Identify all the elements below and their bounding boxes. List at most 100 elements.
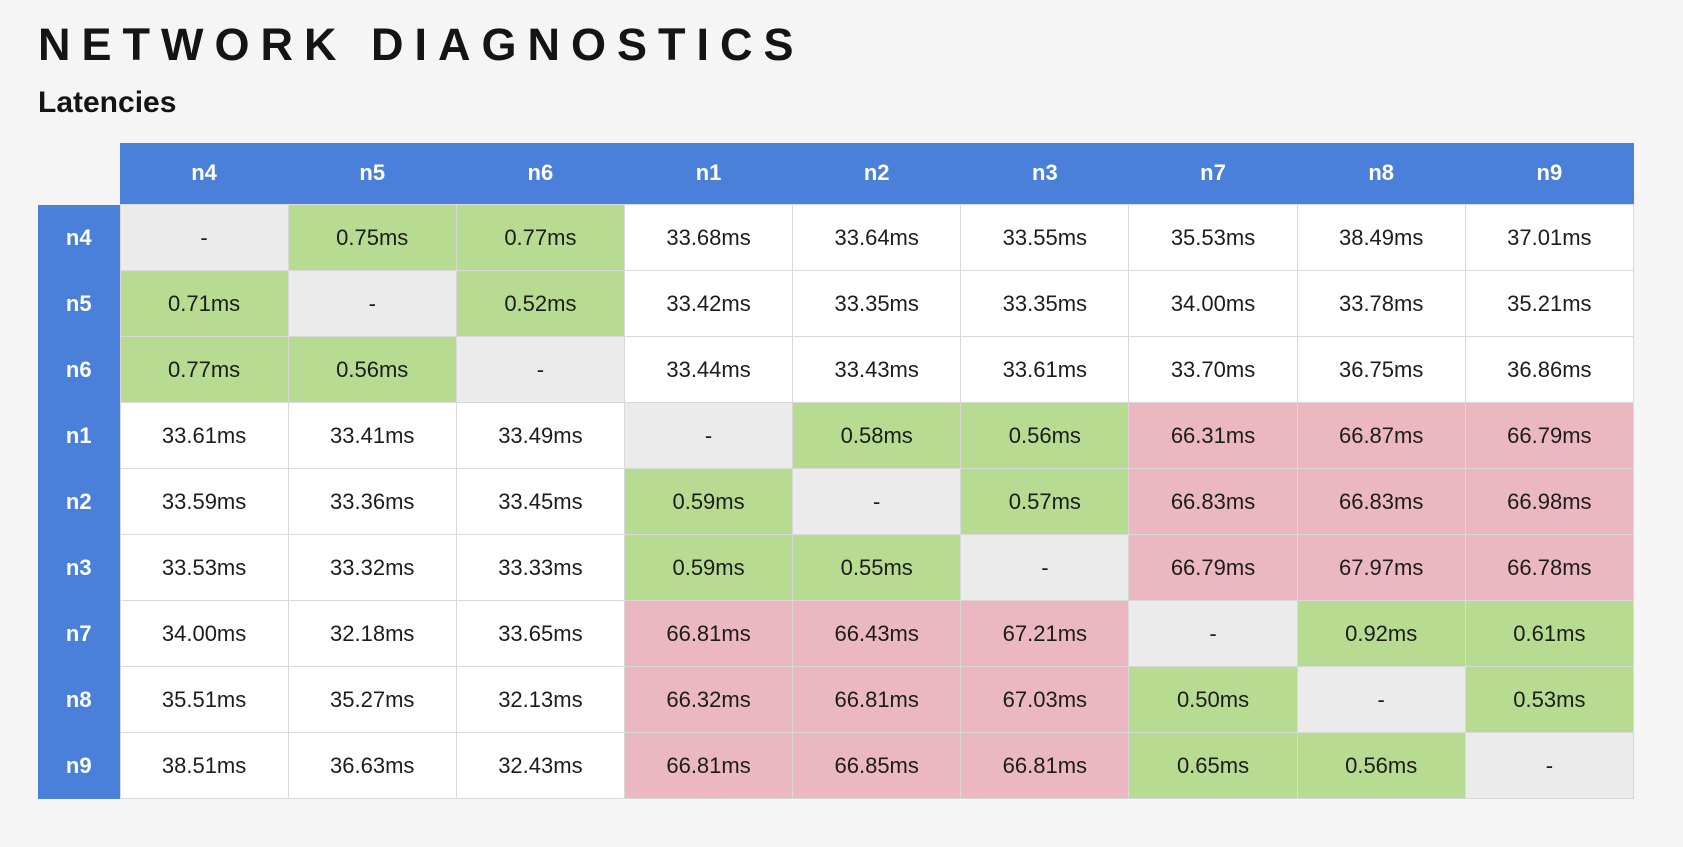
latency-cell-n5-n9: 35.21ms	[1464, 270, 1635, 337]
latency-cell-n1-n5: 33.41ms	[287, 402, 457, 469]
row-header-n5: n5	[38, 270, 120, 337]
latency-cell-n6-n5: 0.56ms	[287, 336, 457, 403]
table-row-n9: n9 38.51ms 36.63ms 32.43ms 66.81ms 66.85ms 66.…	[38, 732, 1635, 799]
latency-cell-n5-n8: 33.78ms	[1296, 270, 1466, 337]
table-row-n4: n4-0.75ms 0.77ms 33.68ms 33.64ms 33.55ms 35.5…	[38, 204, 1635, 271]
latency-cell-n3-n3: -	[960, 534, 1130, 601]
column-header-n8: n8	[1297, 142, 1466, 205]
column-header-n3: n3	[960, 142, 1129, 205]
latency-cell-n6-n6: -	[455, 336, 625, 403]
latency-cell-n4-n9: 37.01ms	[1464, 204, 1635, 271]
latency-cell-n2-n7: 66.83ms	[1128, 468, 1298, 535]
latency-cell-n2-n5: 33.36ms	[287, 468, 457, 535]
latency-cell-n4-n3: 33.55ms	[960, 204, 1130, 271]
latency-cell-n4-n2: 33.64ms	[792, 204, 962, 271]
latency-cell-n2-n1: 0.59ms	[623, 468, 794, 535]
corner-cell	[38, 143, 120, 205]
latency-cell-n3-n5: 33.32ms	[287, 534, 457, 601]
latency-cell-n7-n5: 32.18ms	[287, 600, 457, 667]
column-header-n7: n7	[1128, 142, 1298, 205]
table-row-n2: n2 33.59ms 33.36ms 33.45ms 0.59ms -0.57ms 66.8…	[38, 468, 1635, 535]
latency-cell-n9-n7: 0.65ms	[1128, 732, 1298, 799]
latency-cell-n7-n9: 0.61ms	[1464, 600, 1635, 667]
latency-cell-n9-n4: 38.51ms	[119, 732, 289, 799]
latency-cell-n6-n1: 33.44ms	[623, 336, 794, 403]
column-header-n9: n9	[1465, 142, 1634, 205]
row-header-n1: n1	[38, 402, 120, 469]
latency-cell-n8-n9: 0.53ms	[1464, 666, 1635, 733]
latency-cell-n2-n8: 66.83ms	[1296, 468, 1466, 535]
latency-cell-n4-n6: 0.77ms	[455, 204, 625, 271]
latency-cell-n8-n1: 66.32ms	[623, 666, 794, 733]
latency-cell-n3-n6: 33.33ms	[455, 534, 625, 601]
latency-cell-n8-n5: 35.27ms	[287, 666, 457, 733]
latency-cell-n1-n7: 66.31ms	[1128, 402, 1298, 469]
latency-cell-n7-n2: 66.43ms	[792, 600, 962, 667]
latency-cell-n2-n3: 0.57ms	[960, 468, 1130, 535]
latency-cell-n3-n9: 66.78ms	[1464, 534, 1635, 601]
latency-cell-n6-n7: 33.70ms	[1128, 336, 1298, 403]
column-header-n5: n5	[288, 142, 457, 205]
row-header-n2: n2	[38, 468, 120, 535]
latency-cell-n4-n7: 35.53ms	[1128, 204, 1298, 271]
latency-cell-n1-n9: 66.79ms	[1464, 402, 1635, 469]
latency-cell-n8-n7: 0.50ms	[1128, 666, 1298, 733]
latency-cell-n8-n6: 32.13ms	[455, 666, 625, 733]
latency-matrix-header: n4 n5 n6 n1 n2 n3 n7 n8 n9	[38, 142, 1634, 205]
latency-cell-n1-n1: -	[623, 402, 794, 469]
latency-cell-n5-n1: 33.42ms	[623, 270, 794, 337]
column-header-row: n4 n5 n6 n1 n2 n3 n7 n8 n9	[38, 142, 1634, 205]
latency-cell-n3-n7: 66.79ms	[1128, 534, 1298, 601]
row-header-n3: n3	[38, 534, 120, 601]
table-row-n8: n8 35.51ms 35.27ms 32.13ms 66.32ms 66.81ms 67.…	[38, 666, 1635, 733]
latency-cell-n5-n7: 34.00ms	[1128, 270, 1298, 337]
latency-cell-n8-n4: 35.51ms	[119, 666, 289, 733]
latency-cell-n4-n1: 33.68ms	[623, 204, 794, 271]
latency-cell-n2-n4: 33.59ms	[119, 468, 289, 535]
latency-cell-n9-n8: 0.56ms	[1296, 732, 1466, 799]
latency-cell-n8-n2: 66.81ms	[792, 666, 962, 733]
latency-cell-n9-n9: -	[1464, 732, 1635, 799]
section-title-latencies: Latencies	[38, 85, 177, 119]
latency-cell-n9-n6: 32.43ms	[455, 732, 625, 799]
column-header-n1: n1	[624, 142, 793, 205]
latency-cell-n2-n9: 66.98ms	[1464, 468, 1635, 535]
table-row-n6: n6 0.77ms 0.56ms -33.44ms 33.43ms 33.61ms 33.7…	[38, 336, 1635, 403]
latency-cell-n3-n1: 0.59ms	[623, 534, 794, 601]
row-header-n7: n7	[38, 600, 120, 667]
table-row-n7: n7 34.00ms 32.18ms 33.65ms 66.81ms 66.43ms 67.…	[38, 600, 1635, 667]
latency-cell-n4-n8: 38.49ms	[1296, 204, 1466, 271]
page-title: NETWORK DIAGNOSTICS	[38, 19, 805, 70]
column-header-n6: n6	[456, 142, 625, 205]
latency-cell-n1-n4: 33.61ms	[119, 402, 289, 469]
row-header-n6: n6	[38, 336, 120, 403]
latency-cell-n5-n5: -	[287, 270, 457, 337]
latency-cell-n5-n3: 33.35ms	[960, 270, 1130, 337]
latency-cell-n9-n5: 36.63ms	[287, 732, 457, 799]
row-header-n8: n8	[38, 666, 120, 733]
latency-cell-n5-n4: 0.71ms	[119, 270, 289, 337]
table-row-n1: n1 33.61ms 33.41ms 33.49ms -0.58ms 0.56ms 66.3…	[38, 402, 1635, 469]
row-header-n9: n9	[38, 732, 120, 799]
latency-cell-n3-n2: 0.55ms	[792, 534, 962, 601]
latency-cell-n2-n2: -	[792, 468, 962, 535]
latency-matrix-body: n4-0.75ms 0.77ms 33.68ms 33.64ms 33.55ms 35.5…	[38, 204, 1635, 799]
column-header-n4: n4	[120, 142, 289, 205]
latency-cell-n1-n8: 66.87ms	[1296, 402, 1466, 469]
latency-cell-n4-n4: -	[119, 204, 289, 271]
latency-cell-n1-n3: 0.56ms	[960, 402, 1130, 469]
latency-cell-n7-n8: 0.92ms	[1296, 600, 1466, 667]
latency-cell-n8-n8: -	[1296, 666, 1466, 733]
latency-cell-n7-n4: 34.00ms	[119, 600, 289, 667]
latency-cell-n2-n6: 33.45ms	[455, 468, 625, 535]
latency-cell-n1-n6: 33.49ms	[455, 402, 625, 469]
row-header-n4: n4	[38, 204, 120, 271]
table-row-n5: n5 0.71ms -0.52ms 33.42ms 33.35ms 33.35ms 34.0…	[38, 270, 1635, 337]
latency-cell-n8-n3: 67.03ms	[960, 666, 1130, 733]
table-row-n3: n3 33.53ms 33.32ms 33.33ms 0.59ms 0.55ms -66.7…	[38, 534, 1635, 601]
latency-cell-n7-n3: 67.21ms	[960, 600, 1130, 667]
latency-matrix-table: n4 n5 n6 n1 n2 n3 n7 n8 n9 n4-0.75ms 0.77ms 33.68m…	[38, 142, 1635, 799]
latency-cell-n7-n1: 66.81ms	[623, 600, 794, 667]
latency-cell-n9-n2: 66.85ms	[792, 732, 962, 799]
latency-cell-n7-n6: 33.65ms	[455, 600, 625, 667]
